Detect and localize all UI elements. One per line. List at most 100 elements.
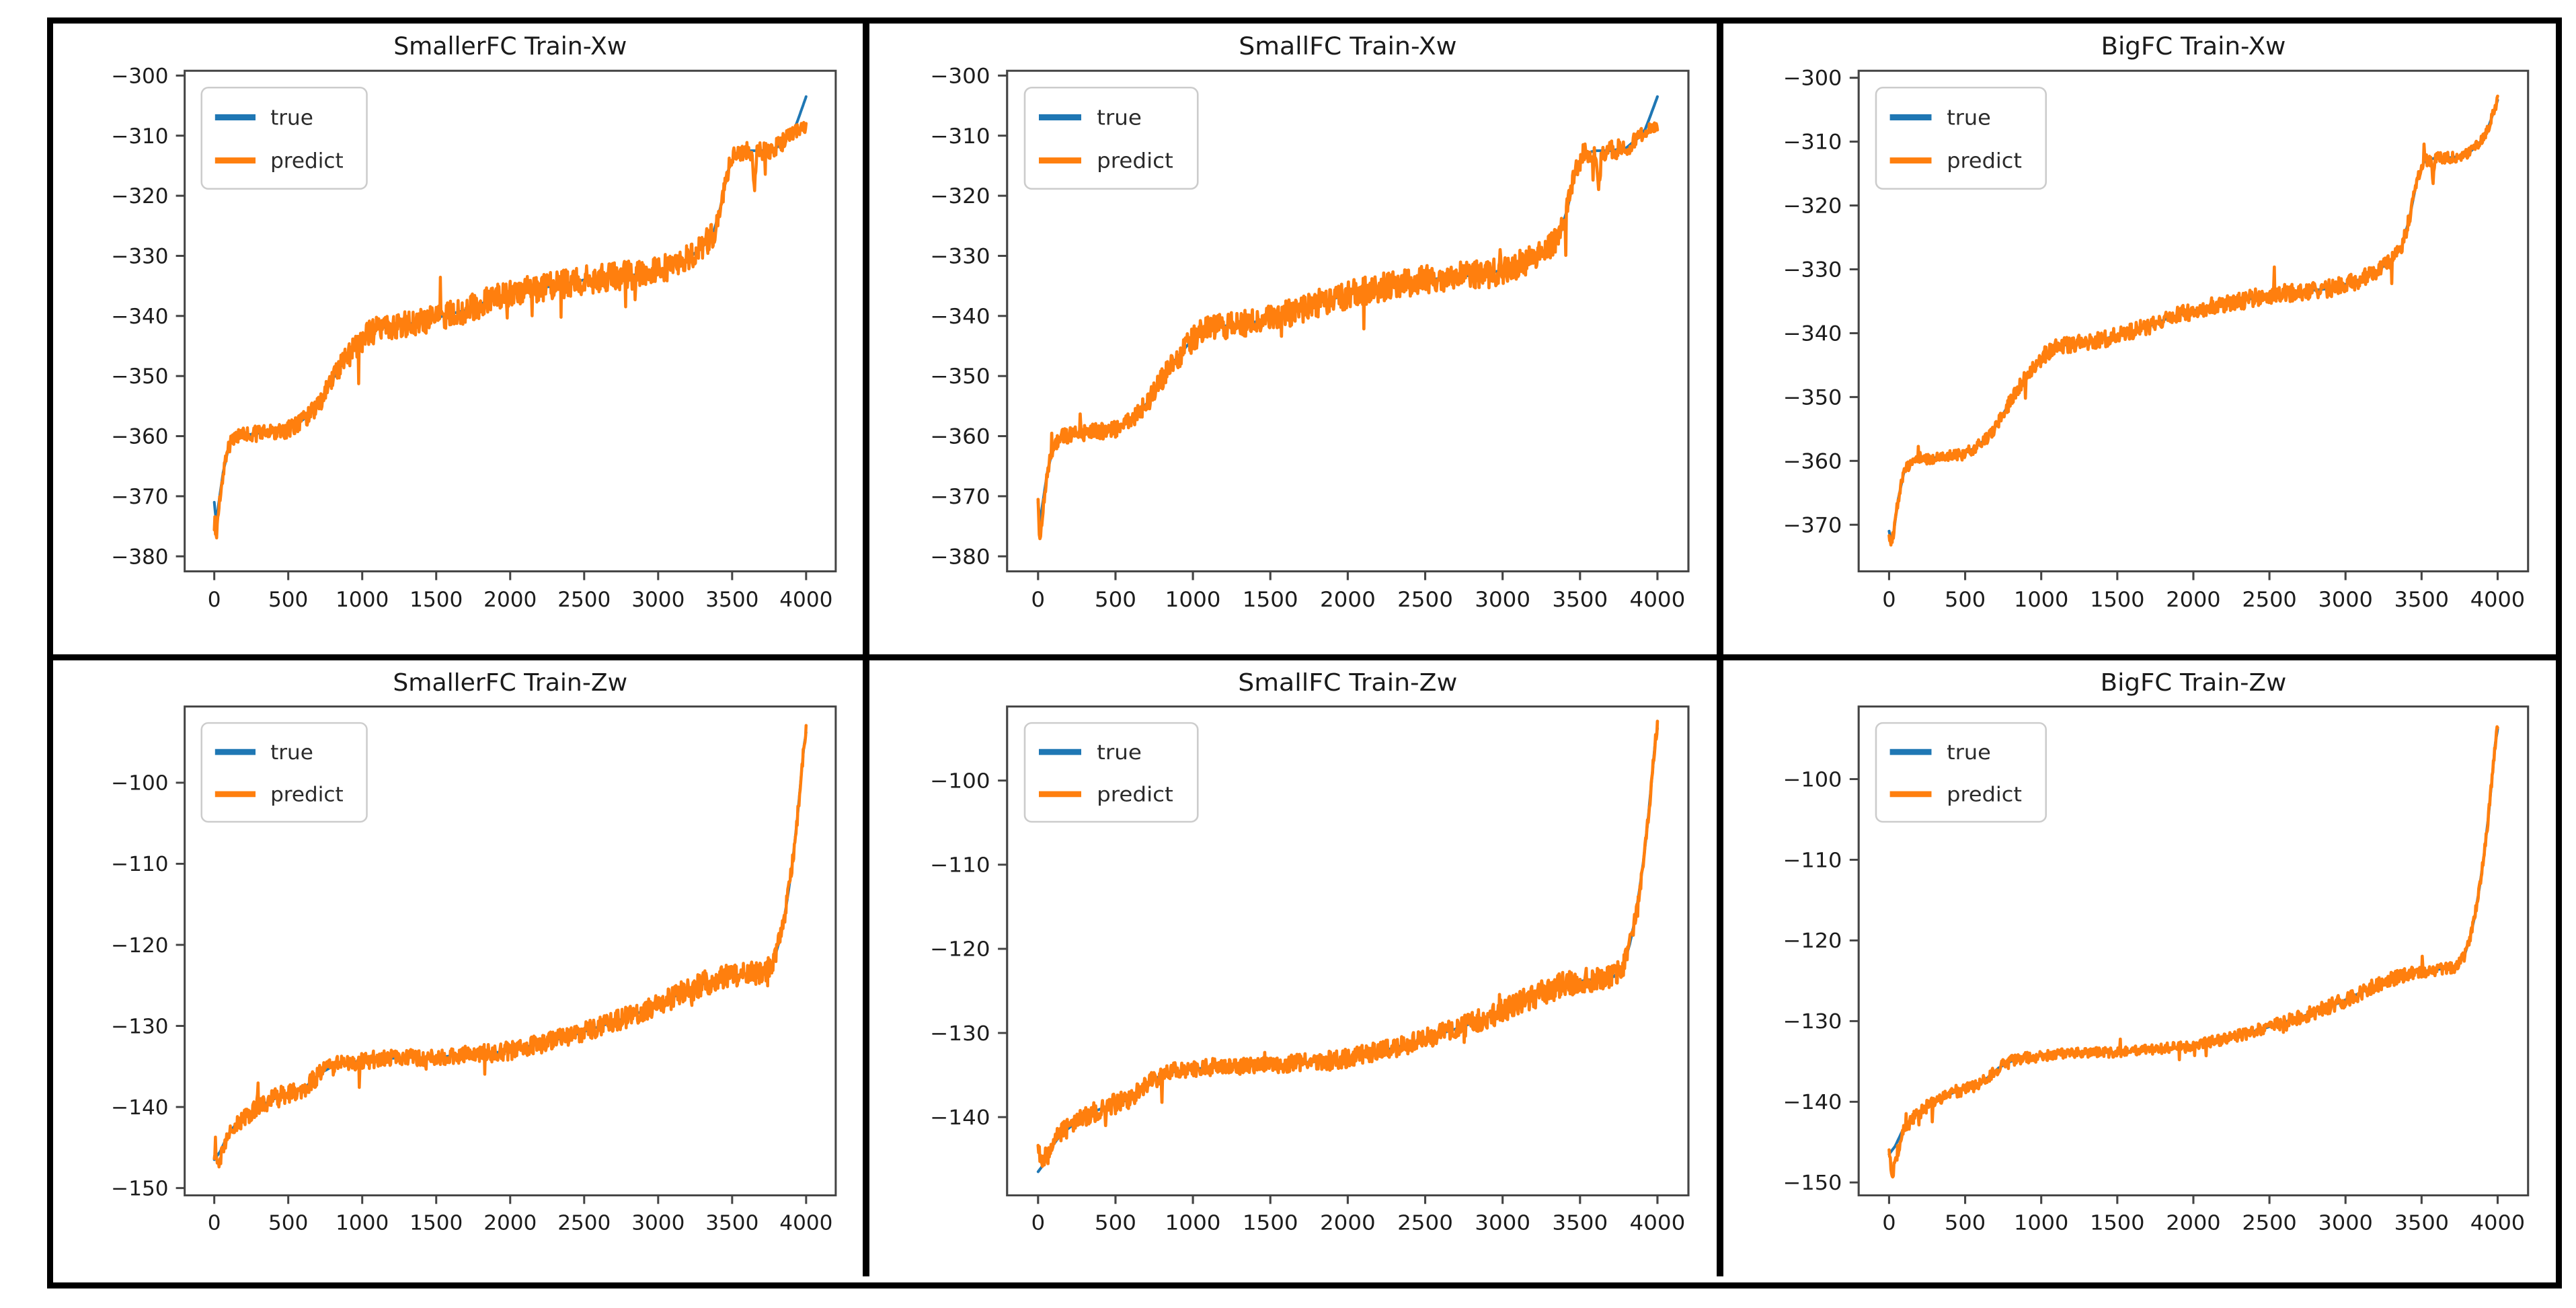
x-tick-label: 2000 [483, 588, 537, 612]
legend-label-true: true [1947, 106, 1991, 130]
chart-cell-smallfc-train-zw: SmallFC Train-Zw −100 −110 −120 −130 −140 0 500… [863, 654, 1717, 1276]
y-tick-label: −150 [111, 1177, 168, 1201]
chart-cell-bigfc-train-zw: BigFC Train-Zw −100 −110 −120 −130 −140 −150 0 5… [1717, 654, 2556, 1276]
y-tick-label: −130 [930, 1022, 990, 1046]
y-tick-label: −140 [111, 1095, 168, 1120]
x-tick-label: 1000 [1165, 586, 1221, 611]
chart-title: BigFC Train-Xw [2101, 32, 2286, 61]
legend-box [1023, 87, 1199, 190]
y-tick-label: −380 [111, 545, 168, 569]
x-tick-label: 2000 [483, 1211, 537, 1235]
y-tick-label: −330 [111, 244, 168, 268]
x-tick-label: 2000 [2166, 588, 2220, 611]
x-tick-label: 1000 [336, 588, 389, 612]
x-tick-label: 4000 [2470, 588, 2525, 611]
plot-border [1857, 69, 2530, 573]
chart-svg: BigFC Train-Zw −100 −110 −120 −130 −140 −150 0 5… [1783, 668, 2530, 1235]
y-tick-label: −120 [1783, 929, 1842, 953]
chart-svg: SmallerFC Train-Zw −100 −110 −120 −130 −140 −1… [111, 669, 837, 1235]
y-tick-label: −360 [111, 425, 168, 449]
y-tick-label: −340 [1783, 322, 1842, 346]
y-tick-label: −120 [111, 933, 168, 958]
plot-area: SmallerFC Train-Xw −300 −310 −320 −330 −340 −3… [53, 24, 863, 654]
x-tick-label: 4000 [1630, 1211, 1686, 1235]
series-line-predict [1036, 121, 1660, 541]
x-tick-label: 3000 [2318, 1211, 2373, 1235]
x-tick-label: 1000 [2014, 1211, 2068, 1235]
plot-area: SmallFC Train-Xw −300 −310 −320 −330 −340 −350… [869, 24, 1717, 654]
x-tick-label: 3000 [1475, 586, 1530, 611]
legend: true predict [1875, 722, 2047, 823]
series-line-predict [1887, 725, 2499, 1179]
legend-label-predict: predict [270, 783, 344, 807]
chart-title: BigFC Train-Zw [2101, 668, 2287, 697]
y-tick-label: −330 [930, 243, 990, 268]
y-tick-label: −350 [1783, 386, 1842, 410]
x-tick-label: 1500 [409, 588, 463, 612]
plot-border [184, 69, 837, 573]
x-tick-label: 2500 [1397, 1211, 1453, 1235]
y-tick-label: −330 [1783, 258, 1842, 282]
chart-title: SmallFC Train-Xw [1239, 32, 1456, 61]
x-tick-label: 1500 [1243, 1211, 1298, 1235]
legend-label-true: true [270, 106, 313, 130]
x-tick-label: 500 [1945, 1211, 1986, 1235]
x-tick-label: 1500 [2090, 588, 2144, 611]
y-tick-label: −140 [1783, 1091, 1842, 1114]
y-tick-label: −100 [930, 769, 990, 793]
y-tick-label: −320 [111, 184, 168, 208]
x-tick-label: 3000 [631, 588, 685, 612]
legend-label-predict: predict [1947, 783, 2022, 806]
y-tick-label: −110 [111, 853, 168, 877]
x-tick-label: 2500 [2242, 588, 2296, 611]
x-tick-label: 4000 [779, 588, 832, 612]
y-tick-label: −100 [1783, 768, 1842, 792]
x-tick-label: 500 [268, 588, 308, 612]
y-tick-label: −320 [930, 184, 990, 208]
y-tick-label: −320 [1783, 194, 1842, 218]
x-tick-label: 1500 [1243, 586, 1298, 611]
chart-title: SmallerFC Train-Xw [393, 32, 627, 61]
y-tick-label: −340 [930, 304, 990, 329]
x-tick-label: 3000 [631, 1211, 685, 1235]
y-tick-label: −110 [930, 854, 990, 878]
chart-svg: SmallFC Train-Zw −100 −110 −120 −130 −140 0 500… [930, 668, 1690, 1235]
x-tick-label: 3500 [2394, 1211, 2449, 1235]
chart-cell-smallerfc-train-xw: SmallerFC Train-Xw −300 −310 −320 −330 −340 −3… [53, 24, 863, 654]
x-tick-label: 1000 [2014, 588, 2068, 611]
legend-box [200, 87, 368, 190]
chart-title: SmallerFC Train-Zw [393, 669, 627, 697]
plot-border [1006, 69, 1690, 573]
y-tick-label: −120 [930, 938, 990, 962]
x-tick-label: 2500 [557, 588, 611, 612]
x-tick-label: 3000 [1475, 1211, 1530, 1235]
x-tick-label: 500 [1095, 586, 1136, 611]
y-tick-label: −370 [1783, 514, 1842, 537]
x-tick-label: 0 [1031, 1211, 1045, 1235]
y-tick-label: −130 [1783, 1010, 1842, 1034]
y-tick-label: −360 [1783, 450, 1842, 473]
x-tick-label: 2000 [1320, 586, 1376, 611]
x-tick-label: 4000 [2470, 1211, 2525, 1235]
legend-label-true: true [270, 740, 313, 765]
y-tick-label: −350 [111, 364, 168, 389]
x-tick-label: 4000 [779, 1211, 832, 1235]
series-line-predict [212, 724, 808, 1169]
plot-area: BigFC Train-Zw −100 −110 −120 −130 −140 −150 0 5… [1723, 660, 2556, 1276]
y-tick-label: −370 [111, 485, 168, 509]
legend: true predict [1023, 722, 1199, 823]
x-tick-label: 0 [1882, 588, 1896, 611]
legend-box [200, 722, 368, 823]
legend-box [1023, 722, 1199, 823]
x-tick-label: 2500 [557, 1211, 611, 1235]
legend-box [1875, 87, 2047, 190]
x-tick-label: 4000 [1630, 586, 1686, 611]
chart-svg: SmallFC Train-Xw −300 −310 −320 −330 −340 −350… [930, 32, 1690, 612]
y-tick-label: −310 [1783, 130, 1842, 154]
legend-label-true: true [1097, 741, 1142, 765]
plot-border [1857, 705, 2530, 1196]
plot-area: SmallerFC Train-Zw −100 −110 −120 −130 −140 −1… [53, 660, 863, 1276]
x-tick-label: 2500 [1397, 586, 1453, 611]
legend-label-true: true [1947, 741, 1991, 765]
